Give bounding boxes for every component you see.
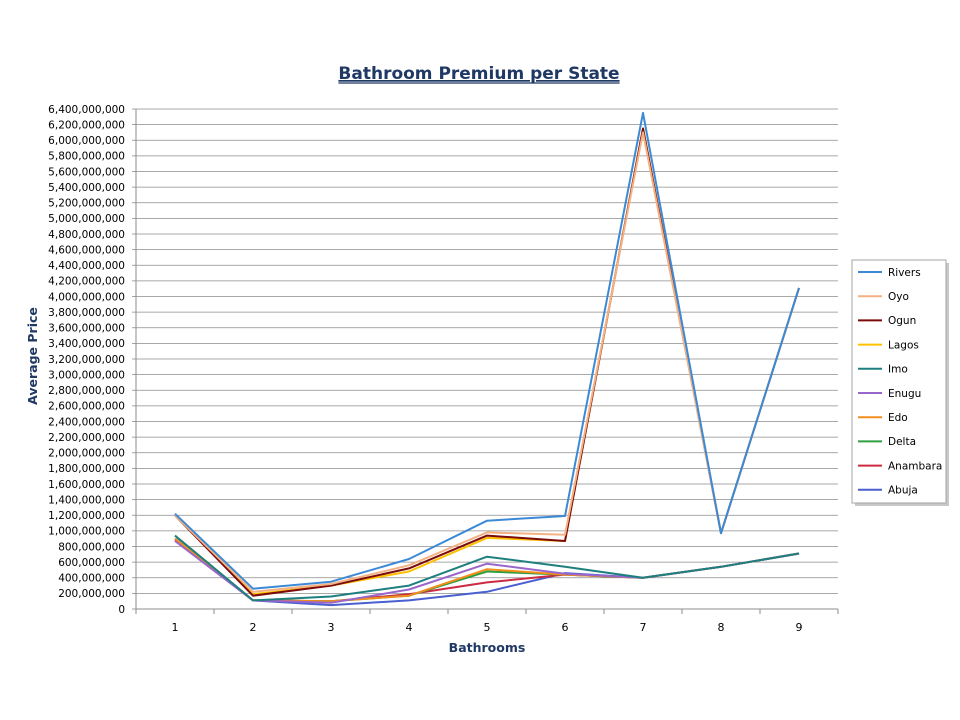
legend-label-anambara: Anambara — [888, 460, 942, 472]
y-tick-label: 1,400,000,000 — [48, 494, 125, 506]
x-tick-label: 9 — [796, 621, 803, 634]
y-tick-label: 2,200,000,000 — [48, 432, 125, 444]
y-tick-label: 4,000,000,000 — [48, 291, 125, 303]
legend-label-oyo: Oyo — [888, 291, 909, 303]
legend: Rivers Oyo Ogun Lagos Imo Enugu Edo Delta Anamba… — [851, 259, 949, 506]
y-tick-label: 3,800,000,000 — [48, 307, 125, 319]
series-line-imo — [174, 534, 800, 602]
legend-items: Rivers Oyo Ogun Lagos Imo Enugu Edo Delta Anamba… — [858, 267, 942, 497]
y-tick-label: 5,000,000,000 — [48, 213, 125, 225]
x-tick-labels: 1 2 3 4 5 6 7 8 9 — [172, 621, 803, 634]
y-tick-label: 6,000,000,000 — [48, 135, 125, 147]
y-tick-label: 5,600,000,000 — [48, 166, 125, 178]
y-tick-label: 200,000,000 — [58, 588, 125, 600]
y-tick-label: 4,200,000,000 — [48, 276, 125, 288]
y-tick-label: 5,800,000,000 — [48, 151, 125, 163]
x-tick-label: 6 — [562, 621, 569, 634]
x-tick-label: 7 — [640, 621, 647, 634]
y-tick-label: 3,400,000,000 — [48, 338, 125, 350]
axes — [135, 109, 839, 614]
y-tick-label: 3,000,000,000 — [48, 369, 125, 381]
series-line-oyo — [174, 131, 800, 593]
y-tick-label: 2,800,000,000 — [48, 385, 125, 397]
y-tick-label: 5,400,000,000 — [48, 182, 125, 194]
legend-label-ogun: Ogun — [888, 315, 916, 327]
y-tick-labels: 0 200,000,000 400,000,000 600,000,000 800,00… — [48, 104, 125, 616]
y-tick-label: 1,800,000,000 — [48, 463, 125, 475]
legend-label-rivers: Rivers — [888, 267, 921, 279]
y-tick-label: 4,400,000,000 — [48, 260, 125, 272]
legend-box — [851, 259, 947, 504]
y-tick-label: 3,600,000,000 — [48, 323, 125, 335]
y-tick-label: 6,400,000,000 — [48, 104, 125, 116]
series-lines — [174, 111, 800, 607]
y-tick-label: 0 — [118, 604, 125, 616]
legend-label-lagos: Lagos — [888, 339, 919, 351]
legend-label-abuja: Abuja — [888, 485, 918, 497]
series-line-lagos — [174, 127, 800, 596]
gridlines — [132, 108, 838, 610]
y-tick-label: 4,600,000,000 — [48, 244, 125, 256]
series-line-ogun — [174, 127, 800, 597]
y-tick-label: 400,000,000 — [58, 573, 125, 585]
legend-label-enugu: Enugu — [888, 388, 921, 400]
y-tick-label: 1,600,000,000 — [48, 479, 125, 491]
y-axis-title: Average Price — [25, 307, 40, 405]
x-tick-label: 5 — [484, 621, 491, 634]
series-line-rivers — [174, 111, 800, 590]
x-tick-label: 1 — [172, 621, 179, 634]
legend-label-delta: Delta — [888, 436, 916, 448]
x-tick-label: 8 — [718, 621, 725, 634]
x-axis-title: Bathrooms — [449, 640, 526, 655]
legend-label-edo: Edo — [888, 412, 908, 424]
y-tick-label: 4,800,000,000 — [48, 229, 125, 241]
y-tick-label: 1,000,000,000 — [48, 526, 125, 538]
y-tick-label: 1,200,000,000 — [48, 510, 125, 522]
y-tick-label: 6,200,000,000 — [48, 119, 125, 131]
y-tick-label: 3,200,000,000 — [48, 354, 125, 366]
x-tick-label: 3 — [328, 621, 335, 634]
legend-label-imo: Imo — [888, 364, 908, 376]
x-tick-label: 4 — [406, 621, 413, 634]
y-tick-label: 2,400,000,000 — [48, 416, 125, 428]
x-tick-label: 2 — [250, 621, 257, 634]
y-tick-label: 2,600,000,000 — [48, 401, 125, 413]
y-tick-label: 800,000,000 — [58, 541, 125, 553]
y-tick-label: 5,200,000,000 — [48, 198, 125, 210]
y-tick-label: 600,000,000 — [58, 557, 125, 569]
chart-title: Bathroom Premium per State — [338, 64, 619, 84]
y-tick-label: 2,000,000,000 — [48, 448, 125, 460]
